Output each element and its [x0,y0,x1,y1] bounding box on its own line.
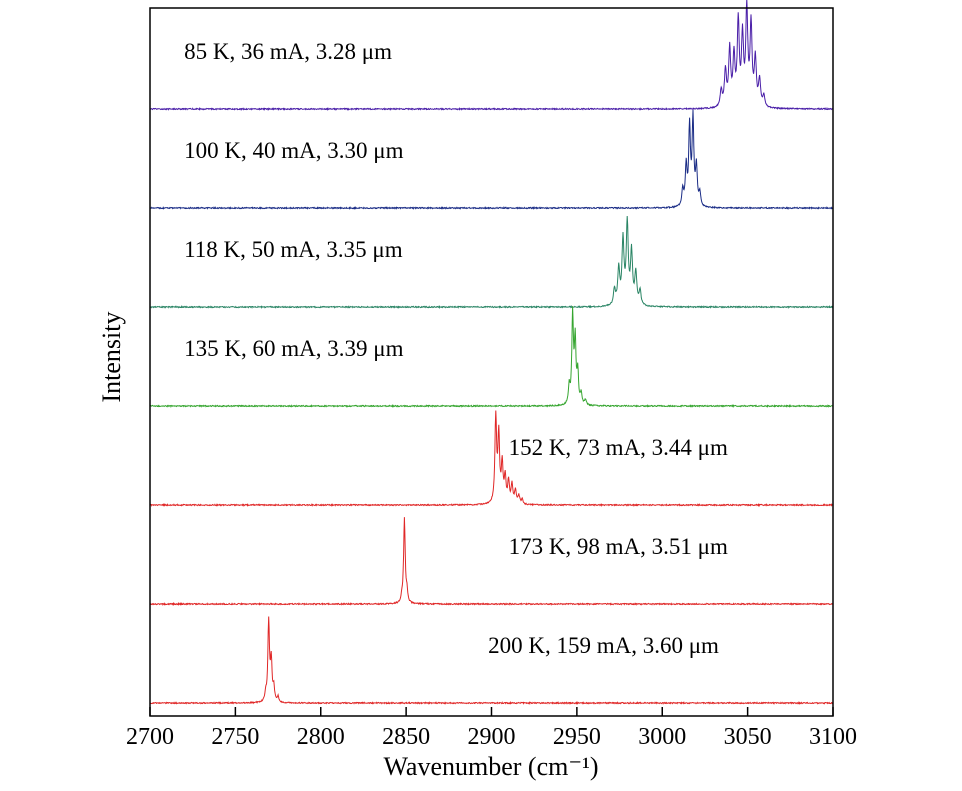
x-tick-label: 3000 [638,724,686,750]
series-label: 152 K, 73 mA, 3.44 μm [509,435,728,460]
x-tick-label: 2950 [553,724,601,750]
spectrum-line [149,109,834,211]
series-label: 118 K, 50 mA, 3.35 μm [184,237,403,262]
series-label: 85 K, 36 mA, 3.28 μm [184,39,392,64]
x-tick-label: 2800 [297,724,345,750]
x-tick-label: 2850 [382,724,430,750]
spectrum-line [149,306,834,409]
series-label: 200 K, 159 mA, 3.60 μm [488,633,719,658]
spectrum-line [149,517,834,607]
series-labels-group: 85 K, 36 mA, 3.28 μm 100 K, 40 mA, 3.30 μ… [184,39,728,658]
x-tick-label: 3050 [724,724,772,750]
spectrum-line [149,0,834,112]
x-tick-label: 3100 [809,724,857,750]
spectrum-line [150,616,834,706]
x-axis-label: Wavenumber (cm⁻¹) [383,752,598,781]
y-axis-label: Intensity [97,312,126,403]
spectrum-line [149,215,834,310]
series-label: 100 K, 40 mA, 3.30 μm [184,138,403,163]
spectra-group [149,0,834,706]
plot-frame [149,7,834,717]
x-axis-ticks-group: 2700 2750 2800 2850 2900 2950 3000 3050 3100 [126,707,857,750]
x-tick-label: 2900 [468,724,516,750]
series-label: 173 K, 98 mA, 3.51 μm [509,534,728,559]
spectrum-line [149,410,834,508]
x-tick-label: 2750 [211,724,259,750]
series-label: 135 K, 60 mA, 3.39 μm [184,336,403,361]
x-tick-label: 2700 [126,724,174,750]
